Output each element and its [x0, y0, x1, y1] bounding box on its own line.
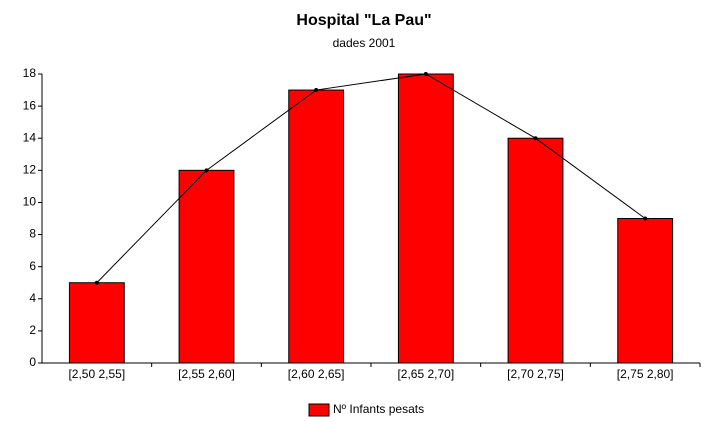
bar — [617, 218, 674, 364]
polygon-point — [643, 216, 648, 221]
polygon-point — [314, 88, 319, 93]
polygon-point — [533, 136, 538, 141]
polygon-point — [423, 72, 428, 76]
x-tick-label: [2,70 2,75] — [507, 367, 564, 381]
x-tick-label: [2,55 2,60] — [178, 367, 235, 381]
bar — [68, 282, 125, 364]
y-tick-label: 6 — [29, 259, 36, 273]
x-tick-label: [2,65 2,70] — [397, 367, 454, 381]
frequency-polygon — [96, 73, 646, 284]
y-tick-label: 2 — [29, 323, 36, 337]
y-tick-label: 8 — [29, 227, 36, 241]
x-tick-label: [2,60 2,65] — [288, 367, 345, 381]
y-tick-label: 14 — [23, 130, 37, 144]
bar — [507, 137, 564, 364]
legend-swatch — [308, 403, 330, 417]
legend-label: Nº Infants pesats — [333, 402, 424, 416]
y-tick-label: 4 — [29, 291, 36, 305]
y-tick-label: 18 — [23, 66, 37, 80]
polygon-point — [94, 280, 99, 285]
polygon-point — [204, 168, 209, 173]
y-tick-label: 12 — [23, 163, 37, 177]
y-tick-label: 16 — [23, 98, 37, 112]
y-tick-label: 10 — [23, 195, 37, 209]
y-tick-label: 0 — [29, 355, 36, 369]
x-tick-label: [2,75 2,80] — [617, 367, 674, 381]
bar — [178, 169, 235, 364]
bar — [288, 89, 345, 364]
chart-subtitle: dades 2001 — [333, 36, 396, 50]
bar — [397, 73, 454, 364]
chart-title: Hospital "La Pau" — [296, 12, 431, 29]
x-tick-label: [2,50 2,55] — [68, 367, 125, 381]
